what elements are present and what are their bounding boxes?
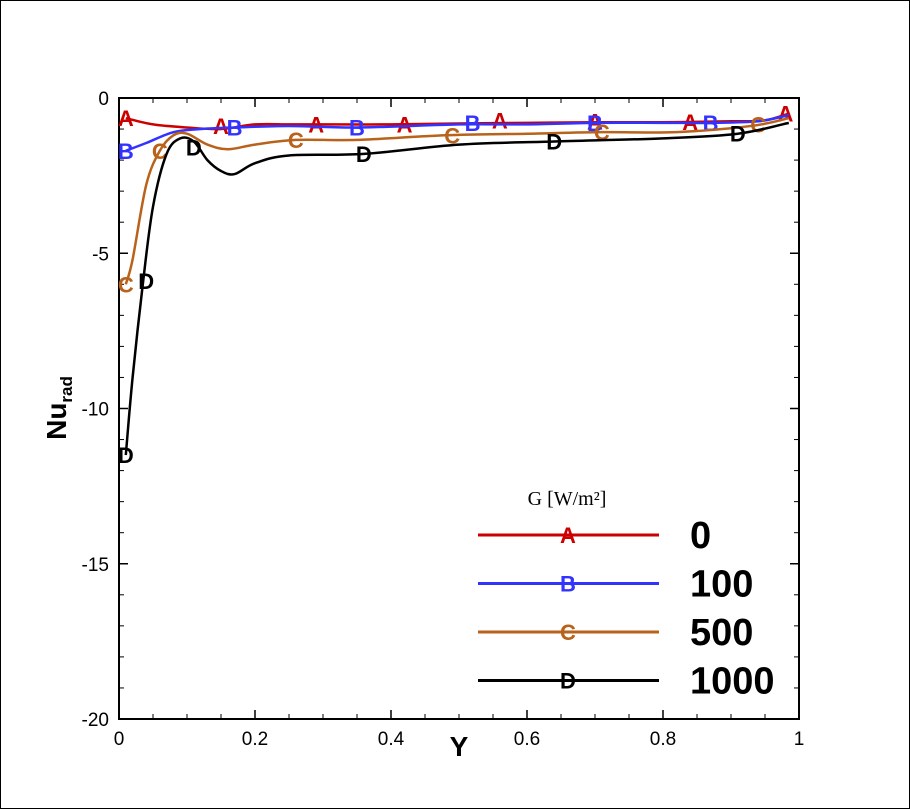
- x-tick-label: 0.2: [242, 729, 268, 750]
- series-marker: D: [356, 142, 372, 167]
- series-marker: B: [227, 115, 243, 140]
- x-tick-label: 0.6: [514, 729, 540, 750]
- series-marker: C: [118, 272, 134, 297]
- legend-value: 100: [690, 564, 753, 606]
- series-marker: A: [308, 112, 324, 137]
- series-marker: B: [587, 111, 603, 136]
- series-marker: A: [397, 112, 413, 137]
- x-tick-label: 1: [794, 729, 805, 750]
- legend-value: 500: [690, 612, 753, 654]
- series-marker: D: [730, 122, 746, 147]
- legend-value: 0: [690, 515, 711, 557]
- legend-entry-1000: D 1000: [478, 661, 775, 703]
- series-marker: A: [118, 106, 134, 131]
- series-line: [125, 113, 790, 152]
- series-line: [124, 121, 790, 456]
- series-1000: D D D D D D: [118, 121, 790, 468]
- x-tick-label: 0.4: [378, 729, 405, 750]
- series-marker: B: [465, 111, 481, 136]
- series-marker: C: [750, 112, 766, 137]
- legend-entry-100: B 100: [478, 564, 753, 606]
- x-tick-label: 0.8: [650, 729, 676, 750]
- y-tick-label: 0: [98, 89, 109, 110]
- legend-marker: D: [560, 669, 576, 694]
- y-tick-label: -15: [82, 555, 109, 576]
- axes: 0 0.2 0.4 0.6 0.8 1 0 -5 -10 -15 -20: [82, 89, 805, 750]
- legend-entry-500: C 500: [478, 612, 753, 654]
- legend-marker: B: [560, 572, 576, 597]
- series-marker: C: [444, 123, 460, 148]
- legend-marker: A: [560, 523, 576, 548]
- series-marker: A: [213, 114, 229, 139]
- legend-title: G [W/m²]: [528, 488, 607, 510]
- legend-value: 1000: [690, 661, 775, 703]
- series-marker: B: [349, 115, 365, 140]
- y-tick-label: -20: [82, 710, 109, 731]
- series-marker: C: [288, 128, 304, 153]
- series-500: CC C C C C: [118, 112, 790, 297]
- y-tick-label: -5: [92, 244, 109, 265]
- series-marker: C: [152, 139, 168, 164]
- x-tick-label: 0: [114, 729, 125, 750]
- series-marker: B: [118, 139, 134, 164]
- series-line: [124, 116, 790, 285]
- series-marker: D: [546, 129, 562, 154]
- y-axis-label-main: Nu: [41, 403, 72, 440]
- series-marker: D: [138, 269, 154, 294]
- x-axis-label: Y: [450, 731, 469, 762]
- legend-marker: C: [560, 620, 576, 645]
- series-marker: B: [703, 111, 719, 136]
- y-axis-label: Nurad: [41, 376, 76, 440]
- series-marker: A: [492, 108, 508, 133]
- series-marker: D: [186, 136, 202, 161]
- y-axis-label-sub: rad: [57, 376, 76, 402]
- series-marker: D: [118, 443, 134, 468]
- y-tick-label: -10: [82, 400, 109, 421]
